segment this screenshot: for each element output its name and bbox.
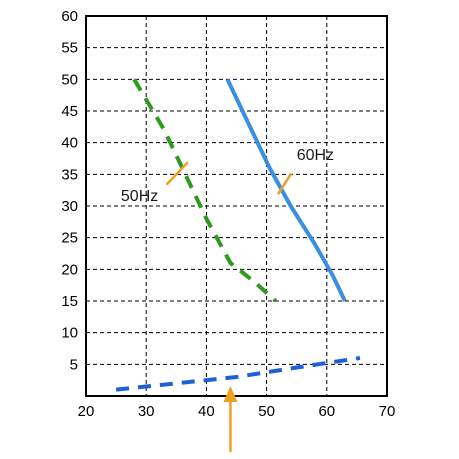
x-tick-label: 60 [318,403,335,420]
50hz-series-line [132,78,277,303]
y-tick-label: 10 [61,325,78,342]
x-tick-label: 20 [78,403,95,420]
y-tick-label: 40 [61,135,78,152]
x-tick-label: 30 [138,403,155,420]
tick-labels: 5 10 15 20 25 30 35 40 45 50 55 60 20 30 40 50 60 70 [61,8,395,420]
60hz-label: 60Hz [297,147,334,164]
annotations: 60Hz 50Hz [121,147,334,205]
y-tick-label: 30 [61,198,78,215]
y-tick-label: 15 [61,293,78,310]
y-tick-label: 5 [70,356,78,373]
y-tick-label: 55 [61,40,78,57]
up-arrow-icon [223,386,238,452]
50hz-label: 50Hz [121,188,158,205]
y-tick-label: 45 [61,103,78,120]
series-layer [115,78,361,392]
y-tick-label: 60 [61,8,78,25]
50hz-leader-line [166,161,189,186]
x-tick-label: 40 [198,403,215,420]
plot-frame [85,15,388,397]
y-tick-label: 35 [61,166,78,183]
y-tick-label: 25 [61,230,78,247]
bottom-series-line [115,356,361,392]
60hz-leader-line [277,173,292,195]
grid-lines [86,16,387,396]
x-tick-label: 70 [379,403,396,420]
arrow-head [223,386,238,402]
y-tick-label: 20 [61,261,78,278]
y-tick-label: 50 [61,71,78,88]
60hz-series-line [225,78,347,302]
x-tick-label: 50 [258,403,275,420]
